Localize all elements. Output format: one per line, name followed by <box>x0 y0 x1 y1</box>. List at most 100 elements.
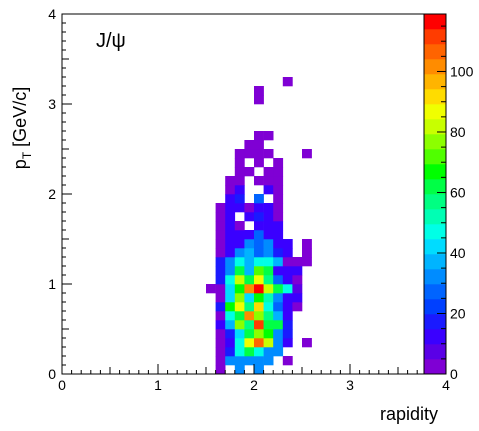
heatmap-bin <box>263 131 274 141</box>
heatmap-bin <box>225 230 236 240</box>
heatmap-bin <box>292 302 303 312</box>
heatmap-bin <box>244 284 255 294</box>
heatmap-bin <box>282 275 293 285</box>
heatmap-bin <box>282 302 293 312</box>
y-tick-label: 3 <box>48 96 56 112</box>
heatmap-bin <box>234 293 245 303</box>
y-tick-label: 1 <box>48 276 56 292</box>
color-scale-segment <box>424 239 446 255</box>
heatmap-bin <box>282 338 293 348</box>
heatmap-bin <box>225 194 236 204</box>
heatmap-bin <box>273 329 284 339</box>
heatmap-bin <box>254 212 264 222</box>
heatmap-bin <box>225 221 236 231</box>
heatmap-bin <box>215 311 226 321</box>
color-scale-segment <box>424 29 446 45</box>
y-axis-title-subscript: T <box>20 151 34 159</box>
heatmap-bin <box>282 329 293 339</box>
heatmap-bin <box>273 284 284 294</box>
color-scale-segment <box>424 44 446 60</box>
heatmap-bin <box>234 347 245 357</box>
color-scale-label: 100 <box>450 63 474 79</box>
heatmap-bin <box>263 221 274 231</box>
color-scale-segment <box>424 344 446 360</box>
heatmap-bin <box>254 230 264 240</box>
heatmap-bin <box>225 347 236 357</box>
heatmap-bin <box>234 167 245 177</box>
heatmap-bin <box>263 176 274 186</box>
heatmap-bin <box>234 329 245 339</box>
color-scale-frame <box>423 13 447 375</box>
color-scale-segment <box>424 359 446 375</box>
heatmap-bin <box>225 356 236 366</box>
color-scale-segment <box>424 134 446 150</box>
heatmap-bin <box>234 203 245 213</box>
heatmap-bin <box>254 356 264 366</box>
heatmap-bin <box>215 356 226 366</box>
heatmap-bin <box>254 203 264 213</box>
heatmap-bin <box>273 347 284 357</box>
heatmap-bin <box>263 230 274 240</box>
heatmap-bin <box>215 347 226 357</box>
heatmap-bin <box>263 356 274 366</box>
heatmap-bin <box>302 257 312 267</box>
y-tick-label: 0 <box>48 366 56 382</box>
color-scale-segment <box>424 179 446 195</box>
heatmap-bin <box>234 320 245 330</box>
y-tick-label: 4 <box>48 6 56 22</box>
heatmap-bin <box>244 275 255 285</box>
heatmap-bins <box>206 77 312 375</box>
color-scale-segment <box>424 194 446 210</box>
x-tick-label: 2 <box>250 377 258 393</box>
heatmap-bin <box>273 194 284 204</box>
heatmap-bin <box>254 131 264 141</box>
heatmap-bin <box>244 248 255 258</box>
heatmap-bin <box>302 149 312 159</box>
axis-ticks: 0 1 2 3 4 0 1 2 3 4 <box>48 6 450 393</box>
heatmap-bin <box>254 176 264 186</box>
heatmap-bin <box>263 347 274 357</box>
heatmap-bin <box>254 311 264 321</box>
y-axis-title-unit: [GeV/c] <box>10 87 30 152</box>
heatmap-bin <box>215 257 226 267</box>
heatmap-bin <box>225 257 236 267</box>
heatmap-bin <box>215 284 226 294</box>
heatmap-bin <box>263 320 274 330</box>
heatmap-bin <box>234 176 245 186</box>
heatmap-bin <box>225 311 236 321</box>
heatmap-bin <box>282 311 293 321</box>
heatmap-bin <box>225 293 236 303</box>
heatmap-bin <box>254 320 264 330</box>
color-scale-segment <box>424 314 446 330</box>
heatmap-bin <box>302 248 312 258</box>
heatmap-bin <box>215 221 226 231</box>
heatmap-bin <box>254 329 264 339</box>
heatmap-bin <box>234 221 245 231</box>
heatmap-bin <box>273 338 284 348</box>
heatmap-bin <box>263 185 274 195</box>
heatmap-bin <box>215 230 226 240</box>
heatmap-bin <box>254 194 264 204</box>
heatmap-bin <box>292 293 303 303</box>
heatmap-bin <box>225 275 236 285</box>
heatmap-bin <box>234 266 245 276</box>
heatmap-bin <box>254 257 264 267</box>
color-scale-segment <box>424 104 446 120</box>
heatmap-bin <box>234 185 245 195</box>
heatmap-bin <box>254 302 264 312</box>
heatmap-bin <box>273 221 284 231</box>
heatmap-bin <box>244 311 255 321</box>
heatmap-bin <box>234 275 245 285</box>
heatmap-bin <box>215 365 226 375</box>
heatmap-bin <box>263 248 274 258</box>
heatmap-bin <box>273 185 284 195</box>
heatmap-bin <box>273 311 284 321</box>
heatmap-bin <box>254 158 264 168</box>
color-scale-segment <box>424 164 446 180</box>
color-scale-segment <box>424 59 446 75</box>
color-scale-segment <box>424 119 446 135</box>
color-scale-segment <box>424 329 446 345</box>
heatmap-bin <box>263 338 274 348</box>
color-scale-segment <box>424 299 446 315</box>
